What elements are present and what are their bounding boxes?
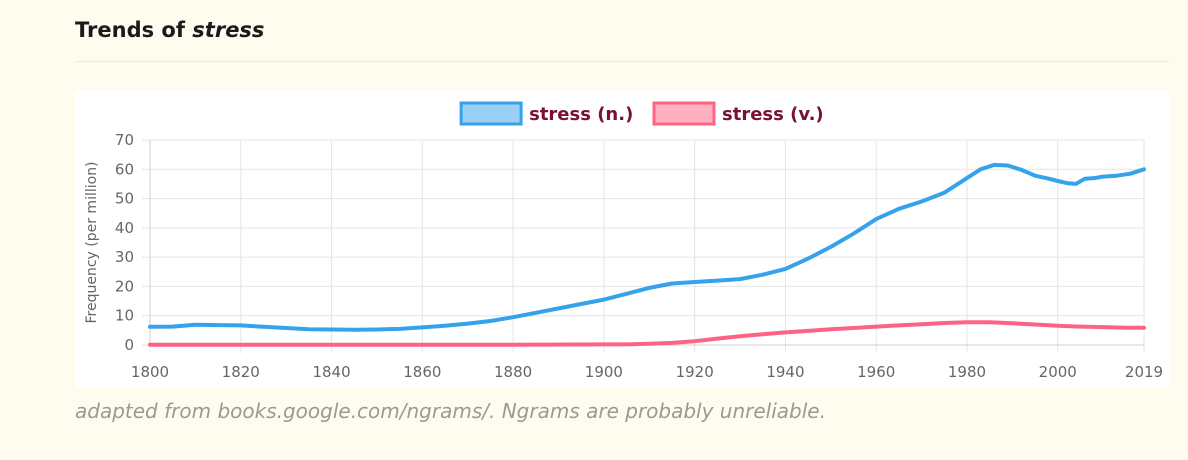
title-word: stress — [192, 18, 265, 42]
x-tick-label: 2000 — [1039, 363, 1077, 381]
y-tick-label: 10 — [115, 307, 134, 325]
y-tick-label: 0 — [124, 336, 134, 354]
y-tick-label: 60 — [115, 160, 134, 178]
series-line-1 — [148, 162, 1146, 332]
title-divider — [75, 61, 1170, 62]
x-tick-label: 1840 — [312, 363, 350, 381]
x-tick-label: 1940 — [766, 363, 804, 381]
series-line-2 — [148, 320, 1146, 347]
ngram-line-chart: 0 10 20 30 40 50 60 70 1800 1820 1840 1860 1880 1900 1… — [84, 101, 1163, 381]
legend-swatch-2 — [652, 101, 716, 126]
legend-swatch-1 — [459, 101, 523, 126]
x-tick-label: 1880 — [494, 363, 532, 381]
y-tick-label: 20 — [115, 277, 134, 295]
section-title: Trends of stress — [75, 18, 264, 42]
x-tick-label: 1820 — [222, 363, 260, 381]
y-tick-label: 40 — [115, 219, 134, 237]
title-prefix: Trends of — [75, 18, 185, 42]
legend-label-2: stress (v.) — [722, 104, 824, 125]
x-tick-label: 1960 — [857, 363, 895, 381]
x-tick-label: 1980 — [948, 363, 986, 381]
legend-label-1: stress (n.) — [529, 104, 633, 125]
x-tick-label: 2019 — [1125, 363, 1163, 381]
x-tick-label: 1860 — [403, 363, 441, 381]
y-axis-label: Frequency (per million) — [84, 161, 100, 323]
x-tick-label: 1920 — [676, 363, 714, 381]
chart-container: 0 10 20 30 40 50 60 70 1800 1820 1840 1860 1880 1900 1… — [75, 90, 1169, 388]
y-tick-label: 70 — [115, 131, 134, 149]
source-caption: adapted from books.google.com/ngrams/. N… — [75, 399, 826, 423]
x-tick-label: 1900 — [585, 363, 623, 381]
y-tick-label: 30 — [115, 248, 134, 266]
x-tick-label: 1800 — [131, 363, 169, 381]
y-tick-label: 50 — [115, 190, 134, 208]
